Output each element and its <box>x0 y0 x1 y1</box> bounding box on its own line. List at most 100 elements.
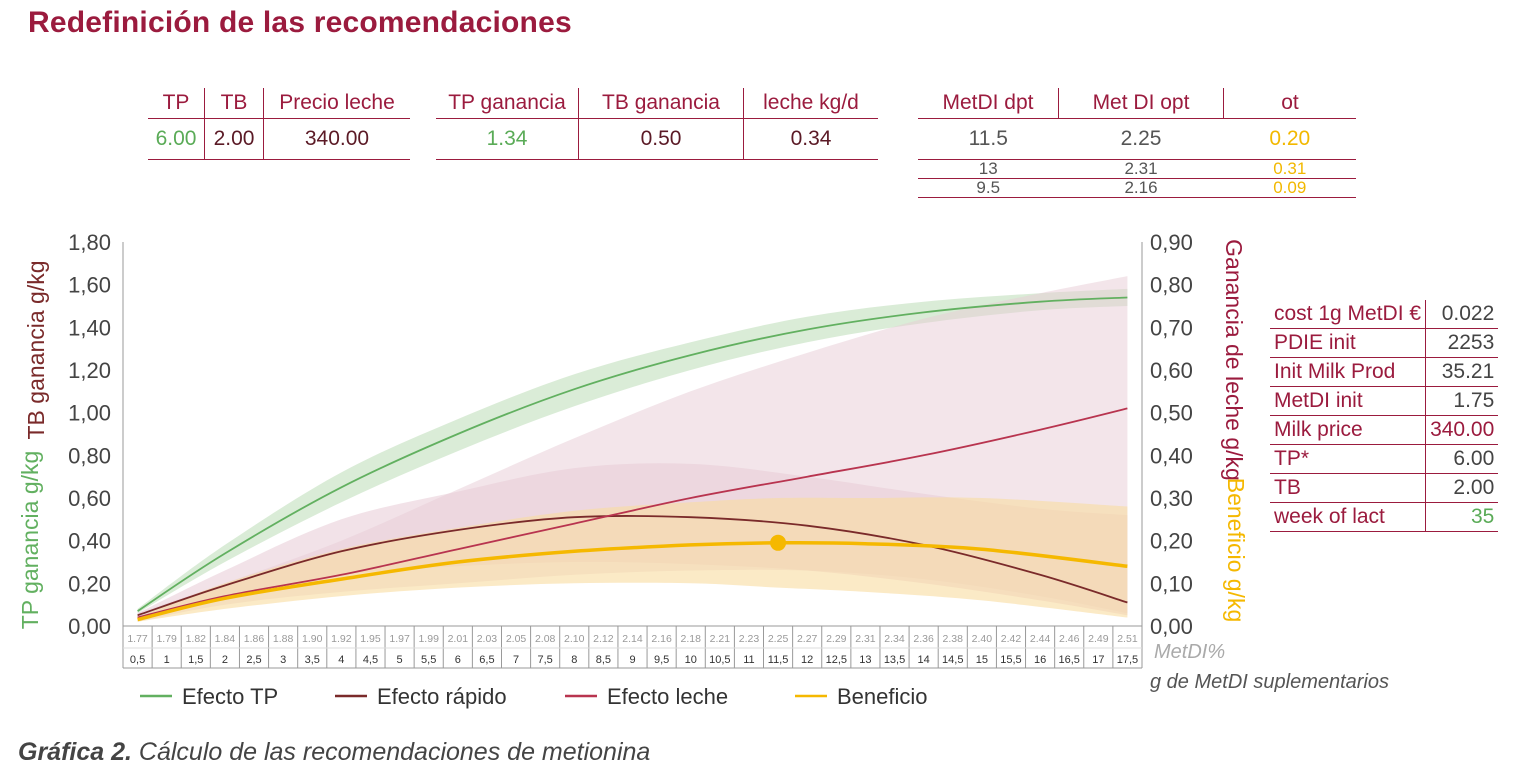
y-tick-left-label: 1,00 <box>68 401 111 426</box>
x-tick-metdi-label: 2.10 <box>564 633 585 645</box>
band-beneficio <box>137 497 1128 622</box>
x-tick-metdi-label: 1.79 <box>156 633 177 645</box>
x-tick-metdi-label: 2.05 <box>506 633 527 645</box>
metionina-chart: 0,00 0,20 0,40 0,60 0,80 1,00 1,20 1,40 1,60 1,80… <box>17 230 1389 709</box>
x-tick-gram-label: 15,5 <box>1000 654 1021 666</box>
x-tick-metdi-label: 2.08 <box>535 633 556 645</box>
side-label: Milk price <box>1270 415 1426 445</box>
x-tick-gram-label: 9 <box>629 654 635 666</box>
x-tick-gram-label: 9,5 <box>654 654 669 666</box>
line-beneficio <box>137 540 1128 622</box>
header-tp: TP <box>148 88 205 119</box>
x-tick-metdi-label: 2.46 <box>1059 633 1080 645</box>
x-tick-metdi-label: 2.21 <box>710 633 731 645</box>
side-label: MetDI init <box>1270 386 1426 416</box>
header-precio: Precio leche <box>263 88 410 119</box>
value-leche: 0.34 <box>743 118 878 160</box>
x-tick-metdi-label: 2.23 <box>739 633 760 645</box>
figure-caption: Gráfica 2. Cálculo de las recomendacione… <box>18 738 650 767</box>
header-ot: ot <box>1223 88 1356 119</box>
metdi-row-1-dpt: 11.5 <box>918 118 1059 160</box>
x-tick-metdi-label: 1.92 <box>331 633 352 645</box>
x-tick-gram-label: 5 <box>397 654 403 666</box>
x-tick-gram-label: 12,5 <box>826 654 847 666</box>
x-tick-metdi-label: 2.27 <box>797 633 818 645</box>
x-tick-metdi-label: 1.88 <box>273 633 294 645</box>
legend-label: Efecto TP <box>182 684 278 709</box>
x-tick-metdi-label: 2.03 <box>477 633 498 645</box>
x-tick-gram-label: 3 <box>280 654 286 666</box>
x-tick-gram-label: 0,5 <box>130 654 145 666</box>
x-tick-gram-label: 10 <box>685 654 697 666</box>
x-tick-gram-label: 16,5 <box>1059 654 1080 666</box>
y-tick-right-label: 0,30 <box>1150 486 1193 511</box>
value-tp: 6.00 <box>148 118 205 160</box>
x-tick-gram-label: 8 <box>571 654 577 666</box>
x-tick-metdi-label: 1.84 <box>215 633 236 645</box>
y-tick-right-label: 0,70 <box>1150 315 1193 340</box>
value-tb: 2.00 <box>204 118 264 160</box>
x-tick-metdi-label: 2.34 <box>884 633 905 645</box>
side-label: TP* <box>1270 444 1426 474</box>
metdi-row-2-dpt: 13 <box>918 159 1059 179</box>
x-tick-metdi-label: 1.95 <box>360 633 381 645</box>
x-tick-gram-label: 17,5 <box>1117 654 1138 666</box>
metdi-row-3-opt: 2.16 <box>1058 178 1224 198</box>
y-tick-left-label: 1,80 <box>68 230 111 255</box>
x-tick-metdi-label: 2.31 <box>855 633 876 645</box>
x-tick-gram-label: 2,5 <box>246 654 261 666</box>
y-tick-right-label: 0,40 <box>1150 443 1193 468</box>
y-tick-left-label: 1,20 <box>68 358 111 383</box>
optimum-marker <box>770 534 787 551</box>
x-tick-gram-label: 13 <box>859 654 871 666</box>
x-tick-gram-label: 7 <box>513 654 519 666</box>
side-value: 0.022 <box>1425 300 1499 329</box>
x-tick-metdi-label: 2.14 <box>622 633 643 645</box>
side-value: 340.00 <box>1425 415 1499 445</box>
side-label: cost 1g MetDI € <box>1270 300 1426 329</box>
x-tick-metdi-label: 1.99 <box>418 633 439 645</box>
x-tick-gram-label: 1,5 <box>188 654 203 666</box>
x-tick-gram-label: 14 <box>918 654 930 666</box>
x-tick-gram-label: 6,5 <box>479 654 494 666</box>
legend-label: Beneficio <box>837 684 928 709</box>
x-tick-metdi-label: 2.36 <box>913 633 934 645</box>
y-axis-title-beneficio: Beneficio g/kg <box>1223 478 1249 622</box>
metdi-table: MetDI dpt Met DI opt ot 11.5 2.25 0.20 1… <box>918 88 1356 198</box>
caption-bold: Gráfica 2. <box>18 738 132 766</box>
side-value: 35 <box>1425 502 1499 532</box>
header-tb: TB <box>204 88 264 119</box>
x-tick-gram-label: 11 <box>743 654 754 666</box>
x-tick-metdi-label: 1.97 <box>389 633 410 645</box>
x-axis-label-metdi: MetDI% <box>1154 641 1225 663</box>
legend-label: Efecto rápido <box>377 684 507 709</box>
side-label: week of lact <box>1270 502 1426 532</box>
x-tick-gram-label: 12 <box>801 654 813 666</box>
header-tb-ganancia: TB ganancia <box>578 88 744 119</box>
page-title: Redefinición de las recomendaciones <box>28 6 572 39</box>
side-value: 35.21 <box>1425 357 1499 387</box>
caption-text: Cálculo de las recomendaciones de metion… <box>131 738 651 766</box>
x-tick-metdi-label: 2.16 <box>651 633 672 645</box>
x-tick-metdi-label: 2.42 <box>1001 633 1022 645</box>
header-metdi-opt: Met DI opt <box>1058 88 1224 119</box>
side-label: PDIE init <box>1270 328 1426 358</box>
metdi-row-3-ot: 0.09 <box>1223 178 1356 198</box>
x-tick-gram-label: 13,5 <box>884 654 905 666</box>
y-tick-right-label: 0,50 <box>1150 401 1193 426</box>
x-tick-metdi-label: 2.12 <box>593 633 614 645</box>
metdi-row-1-opt: 2.25 <box>1058 118 1224 160</box>
metdi-row-2-ot: 0.31 <box>1223 159 1356 179</box>
x-tick-metdi-label: 2.25 <box>768 633 789 645</box>
metdi-row-2-opt: 2.31 <box>1058 159 1224 179</box>
line-efecto-tp <box>137 296 1128 612</box>
side-label: Init Milk Prod <box>1270 357 1426 387</box>
x-tick-metdi-label: 2.51 <box>1117 633 1138 645</box>
x-tick-gram-label: 17 <box>1092 654 1104 666</box>
x-tick-gram-label: 8,5 <box>596 654 611 666</box>
x-tick-gram-label: 7,5 <box>538 654 553 666</box>
x-tick-gram-label: 11,5 <box>768 654 789 666</box>
line-efecto-rapido <box>137 514 1128 617</box>
y-axis-title-leche: Ganancia de leche g/kg <box>1221 239 1247 481</box>
y-tick-right-label: 0,90 <box>1150 230 1193 255</box>
